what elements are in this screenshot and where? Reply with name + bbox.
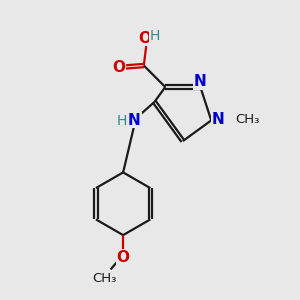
Text: O: O bbox=[112, 59, 125, 74]
Text: N: N bbox=[128, 113, 141, 128]
Text: N: N bbox=[194, 74, 207, 89]
Text: N: N bbox=[212, 112, 224, 127]
Text: CH₃: CH₃ bbox=[236, 113, 260, 126]
Text: CH₃: CH₃ bbox=[92, 272, 116, 285]
Text: O: O bbox=[117, 250, 130, 265]
Text: H: H bbox=[117, 114, 127, 128]
Text: O: O bbox=[138, 31, 151, 46]
Text: H: H bbox=[149, 29, 160, 43]
